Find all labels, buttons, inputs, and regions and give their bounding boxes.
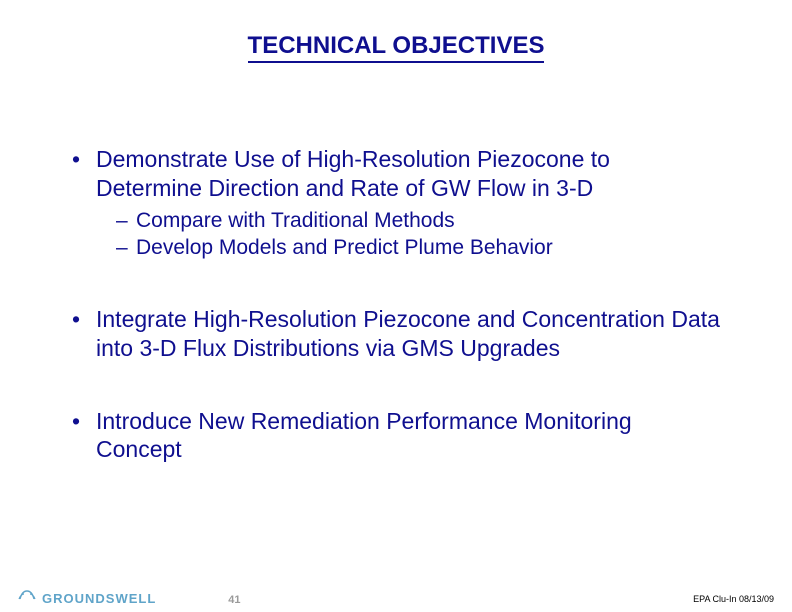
bullet-item: Demonstrate Use of High-Resolution Piezo… <box>72 145 720 261</box>
sub-text: Develop Models and Predict Plume Behavio… <box>136 236 553 259</box>
sub-item: Compare with Traditional Methods <box>96 207 720 234</box>
bullet-text: Integrate High-Resolution Piezocone and … <box>96 306 720 361</box>
bullet-item: Introduce New Remediation Performance Mo… <box>72 407 720 465</box>
bullet-list: Demonstrate Use of High-Resolution Piezo… <box>72 145 720 464</box>
slide: TECHNICAL OBJECTIVES Demonstrate Use of … <box>0 0 792 612</box>
bullet-text: Demonstrate Use of High-Resolution Piezo… <box>96 146 610 201</box>
footer-left: GROUNDSWELL 41 <box>18 587 241 606</box>
bullet-item: Integrate High-Resolution Piezocone and … <box>72 305 720 363</box>
bullet-text: Introduce New Remediation Performance Mo… <box>96 408 632 463</box>
sub-item: Develop Models and Predict Plume Behavio… <box>96 234 720 261</box>
sub-list: Compare with Traditional Methods Develop… <box>96 207 720 262</box>
logo-icon <box>18 587 36 606</box>
page-number: 41 <box>228 594 240 606</box>
sub-text: Compare with Traditional Methods <box>136 209 455 232</box>
slide-title-text: TECHNICAL OBJECTIVES <box>248 32 545 63</box>
slide-title: TECHNICAL OBJECTIVES <box>0 32 792 60</box>
content-area: Demonstrate Use of High-Resolution Piezo… <box>72 145 720 508</box>
logo-text: GROUNDSWELL <box>42 591 156 606</box>
footer-right: EPA Clu-In 08/13/09 <box>693 594 774 604</box>
